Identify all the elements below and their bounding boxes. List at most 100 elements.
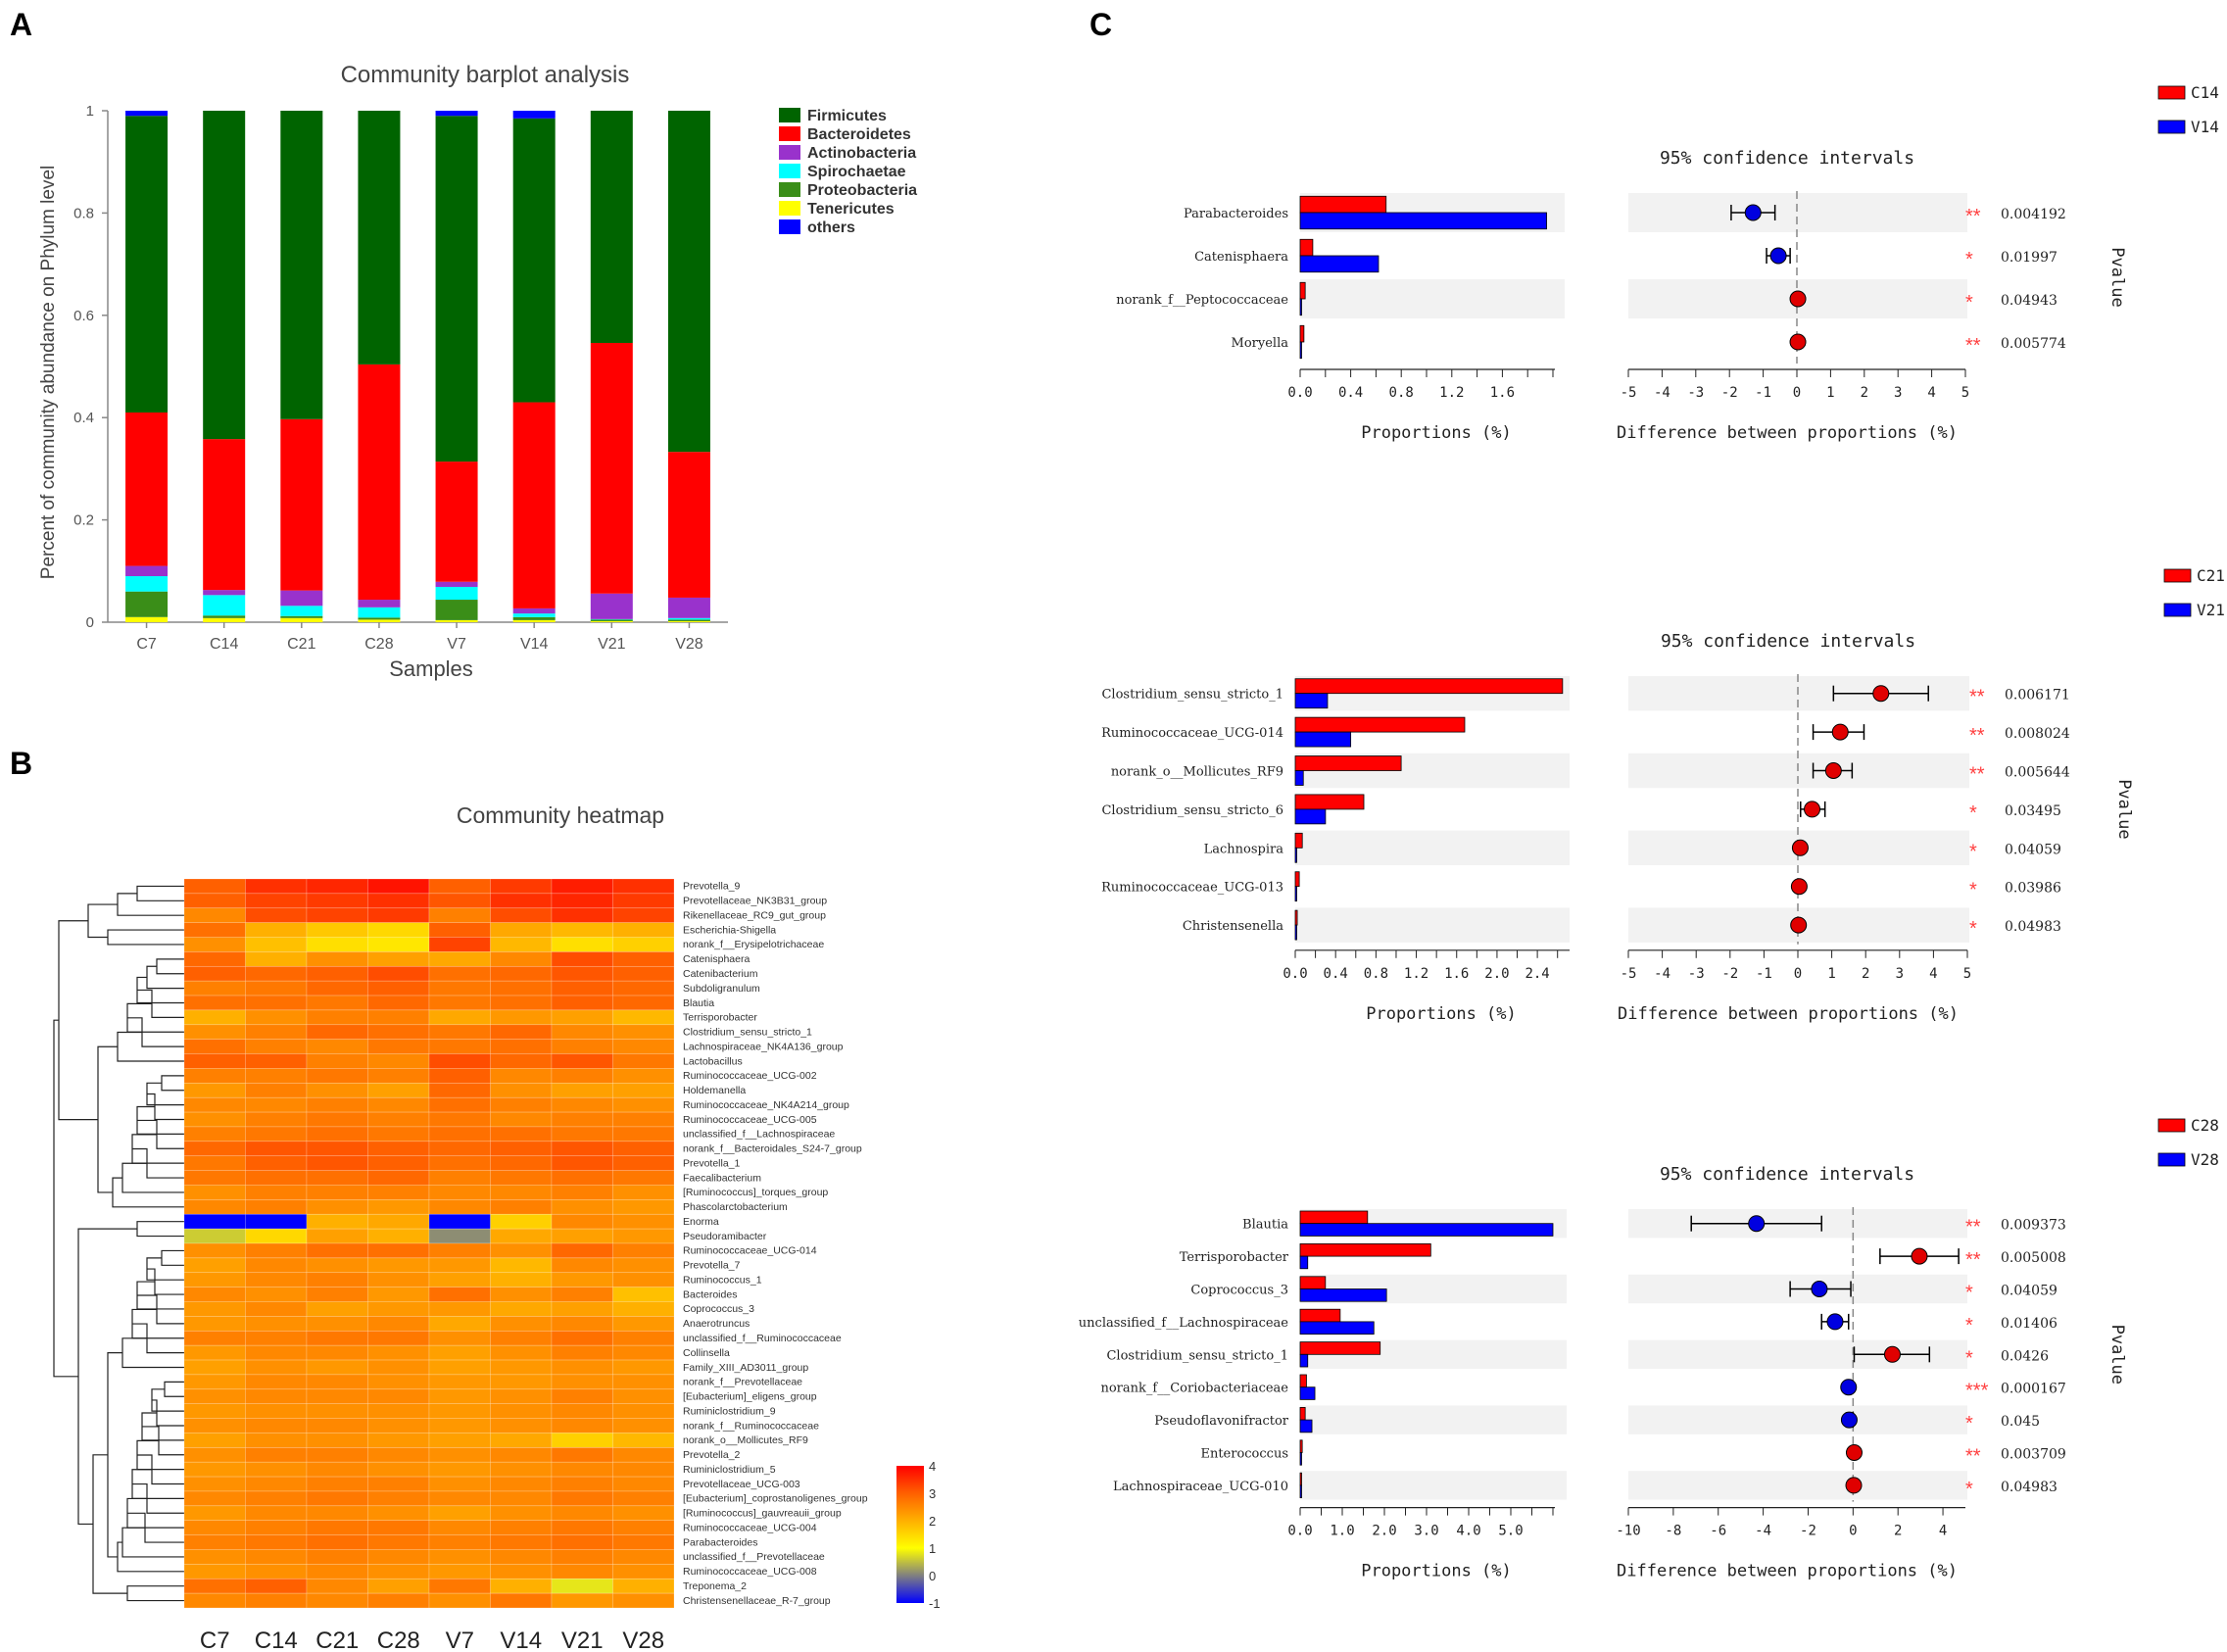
heatmap-cell [551,1549,613,1565]
heatmap-cell [245,1476,308,1492]
difference-tick-label: -6 [1710,1524,1726,1539]
p-value: 0.000167 [2001,1382,2066,1397]
heatmap-cell [245,1592,308,1609]
row-shade-right [1628,753,1969,789]
proportion-bar-group1 [1299,1243,1431,1257]
heatmap-cell [245,1287,308,1302]
heatmap-row-label: norank_f__Prevotellaceae [683,1377,802,1388]
bar-segment-tenericutes [280,617,323,622]
heatmap-cell [367,1461,430,1478]
proportion-tick-label: 1.2 [1439,385,1464,401]
heatmap-cell [612,1185,675,1200]
heatmap-cell [245,922,308,938]
heatmap-cell [428,878,491,895]
p-value: 0.006171 [2005,688,2070,704]
panel-label-b: B [10,746,32,781]
heatmap-cell [551,907,613,923]
heatmap-cell [551,1257,613,1274]
heatmap-cell [490,1578,553,1594]
legend-swatch-tenericutes [779,201,800,216]
heatmap-cell [612,1433,675,1448]
proportion-tick-label: 1.6 [1490,385,1515,401]
difference-point [1845,1477,1863,1494]
difference-tick-label: 0 [1794,966,1802,982]
heatmap-row-label: Enorma [683,1216,719,1228]
barplot-x-tick-label: C21 [287,636,315,653]
heatmap-cell [612,1388,675,1404]
difference-axis-label: Difference between proportions (%) [1617,1562,1958,1581]
bar-segment-spirochaetae [203,595,246,616]
heatmap-cell [183,937,246,952]
heatmap-cell [183,1344,246,1361]
heatmap-cell [306,1418,368,1433]
heatmap-cell [612,937,675,952]
heatmap-cell [306,1126,368,1142]
heatmap-cell [551,951,613,967]
heatmap-cell [245,1564,308,1579]
heatmap-cell [428,1403,491,1419]
ci-title: 95% confidence intervals [1660,1164,1914,1185]
heatmap-cell [367,1199,430,1215]
proportion-bar-group1 [1299,1374,1307,1388]
heatmap-cell [183,1330,246,1346]
heatmap-cell [245,995,308,1011]
heatmap-cell [612,1316,675,1332]
heatmap-row-label: Collinsella [683,1347,730,1359]
proportion-bar-group2 [1299,298,1302,316]
heatmap-cell [183,1009,246,1026]
bar-segment-bacteroidetes [280,418,323,591]
difference-point [1744,204,1762,221]
taxon-label: Pseudoflavonifractor [1154,1414,1289,1429]
p-value: 0.04059 [2001,1284,2058,1299]
heatmap-cell [183,922,246,938]
heatmap-cell [551,1185,613,1200]
heatmap-cell [306,1111,368,1128]
heatmap-cell [551,995,613,1011]
heatmap-cell [490,1301,553,1317]
heatmap-cell [245,1330,308,1346]
heatmap-cell [306,1024,368,1040]
heatmap-cell [183,995,246,1011]
heatmap-cell [367,1111,430,1128]
row-shade-left [1300,1471,1567,1500]
proportion-tick-label: 0.0 [1287,385,1312,401]
heatmap-cell [183,1418,246,1433]
dendrogram-branch [161,1075,184,1092]
taxon-label: Ruminococcaceae_UCG-014 [1101,726,1283,741]
colorbar-tick-label: 3 [929,1486,936,1501]
heatmap-cell [551,1490,613,1507]
heatmap-cell [490,1126,553,1142]
heatmap-cell [428,922,491,938]
heatmap-cell [428,1141,491,1157]
heatmap-row-label: Prevotella_1 [683,1157,741,1169]
heatmap-cell [612,1549,675,1565]
proportion-bar-group1 [1294,755,1402,771]
heatmap-col-label: V28 [622,1628,664,1652]
bar-segment-actinobacteria [590,593,633,619]
legend-swatch-firmicutes [779,108,800,122]
pvalue-axis-label: Pvalue [2114,779,2134,839]
heatmap-cell [428,1257,491,1274]
heatmap-cell [367,1083,430,1098]
heatmap-cell [367,1141,430,1157]
heatmap-cell [428,1083,491,1098]
heatmap-cell [183,1068,246,1084]
heatmap-cell [245,1228,308,1244]
heatmap-cell [245,1418,308,1433]
difference-tick-label: 5 [1961,385,1969,401]
heatmap-cell [367,1578,430,1594]
proportion-bar-group2 [1299,1484,1302,1498]
heatmap-cell [367,1053,430,1069]
significance-stars: ** [1965,335,1981,357]
bar-segment-tenericutes [435,619,478,622]
legend-label-others: others [807,219,855,236]
legend-label-tenericutes: Tenericutes [807,201,895,218]
heatmap-cell [490,980,553,996]
heatmap-cell [428,1068,491,1084]
heatmap-cell [612,1213,675,1230]
heatmap-cell [367,965,430,982]
heatmap-cell [551,1592,613,1609]
heatmap-cell [428,1111,491,1128]
heatmap-cell [428,1272,491,1288]
